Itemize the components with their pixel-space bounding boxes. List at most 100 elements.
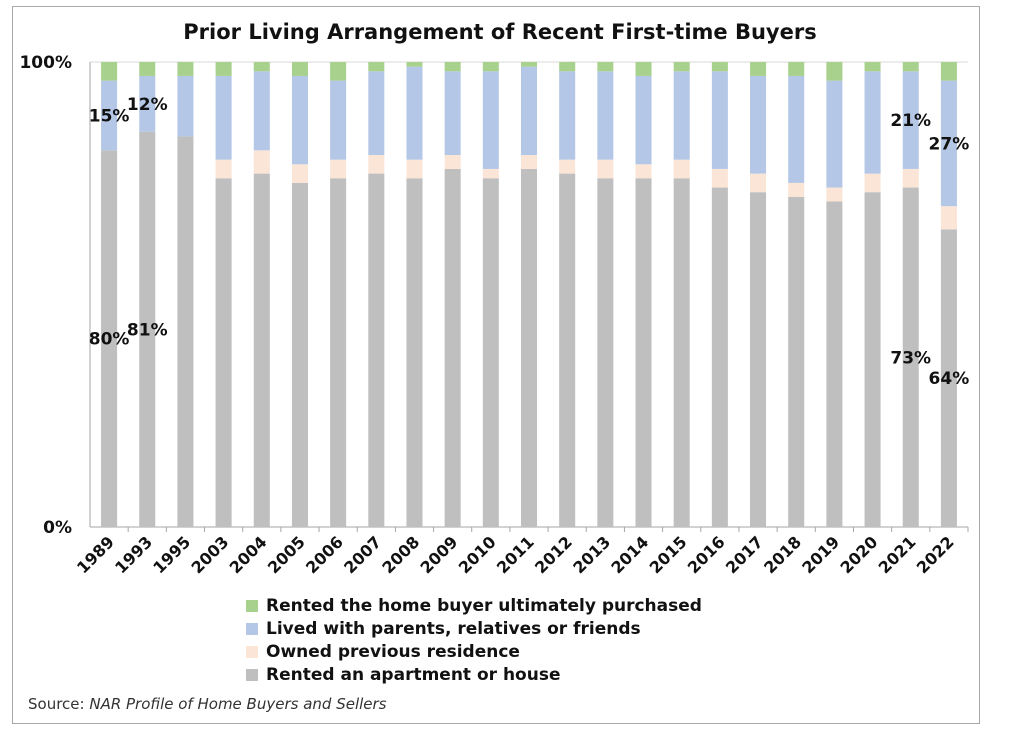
bar-segment [826,62,843,81]
bar-segment [330,159,347,179]
bar-segment [635,164,652,179]
bar-segment [940,206,957,230]
bar-segment [826,201,843,527]
bar-segment [253,62,270,72]
bar-segment [101,62,118,81]
bar-segment [368,173,385,527]
bar-segment [673,178,690,527]
chart-title: Prior Living Arrangement of Recent First… [183,20,817,44]
x-tick-label: 2005 [264,532,309,577]
bar-segment [559,62,576,72]
data-label: 73% [890,348,931,368]
data-label: 27% [929,134,970,154]
bar-segment [788,75,805,183]
x-tick-label: 2019 [798,532,843,577]
source-prefix: Source: [28,695,90,713]
x-tick-label: 2009 [417,532,462,577]
bar-segment [368,71,385,155]
data-label: 15% [89,106,130,126]
bar-segment [520,155,538,169]
bar-segment [215,178,232,527]
bar-segment [635,178,652,527]
x-tick-label: 2003 [188,532,233,577]
x-tick-label: 2006 [302,532,347,577]
x-tick-label: 2021 [875,532,920,577]
bar-segment [673,71,690,160]
legend-item-lived-with-parents: Lived with parents, relatives or friends [246,617,702,640]
bar-segment [253,150,270,174]
bar-segment [711,187,728,528]
bar-segment [750,75,767,174]
bar-segment [864,62,881,72]
bar-segment [139,75,156,132]
bar-segment [940,229,957,527]
bar-segment [482,178,499,527]
bar-segment [864,71,881,174]
bar-segment [444,155,461,169]
bar-segment [406,62,423,67]
x-tick-label: 1995 [149,532,194,577]
bar-segment [101,80,118,151]
bar-segment [711,62,728,72]
x-tick-label: 2010 [455,532,500,577]
legend-item-rented-apartment: Rented an apartment or house [246,663,702,686]
bar-segment [673,62,690,72]
x-tick-label: 2012 [531,532,576,577]
bar-segment [253,173,270,527]
bar-segment [330,62,347,81]
bar-segment [826,80,843,188]
bar-segment [406,66,423,160]
bar-segment [406,159,423,179]
bar-segment [482,168,499,179]
y-tick-label: 0% [43,518,72,538]
bar-segment [673,159,690,179]
bar-segment [711,168,728,188]
bar-segment [330,178,347,527]
bar-segment [482,62,499,72]
bar-segment [864,192,881,527]
bar-segment [139,62,156,76]
bar-segment [520,66,538,155]
bar-segment [330,80,347,160]
x-tick-label: 2004 [226,532,271,577]
bar-segment [902,168,919,188]
legend-item-owned-previous: Owned previous residence [246,640,702,663]
legend-label: Rented the home buyer ultimately purchas… [266,595,702,616]
bar-segment [291,75,308,165]
bar-segment [902,187,919,528]
legend-swatch [246,668,258,681]
bar-segment [635,62,652,76]
bar-segment [597,71,614,160]
bar-segment [940,62,957,81]
bar-segment [406,178,423,527]
bar-segment [597,159,614,179]
bar-segment [520,62,538,67]
bar-segment [597,178,614,527]
x-tick-label: 2016 [684,532,729,577]
bar-segment [444,168,461,527]
x-tick-label: 2018 [760,532,805,577]
legend-item-rented-purchased: Rented the home buyer ultimately purchas… [246,594,702,617]
bar-segment [291,62,308,76]
data-label: 81% [127,320,168,340]
bar-segment [291,164,308,183]
x-tick-label: 2013 [569,532,614,577]
x-tick-label: 2008 [378,532,423,577]
bar-segment [559,71,576,160]
bar-segment [864,173,881,193]
bar-segment [750,192,767,527]
chart-plot: 0%100%1989199319952003200420052006200720… [19,53,970,577]
bar-segment [215,159,232,179]
bar-segment [520,168,538,527]
bar-segment [750,173,767,193]
bar-segment [253,71,270,151]
x-tick-label: 2014 [607,532,652,577]
legend-label: Rented an apartment or house [266,664,561,685]
bar-segment [139,131,156,527]
bar-segment [711,71,728,169]
bar-segment [750,62,767,76]
x-tick-label: 2020 [836,532,881,577]
x-tick-label: 2007 [340,532,385,577]
x-tick-label: 2015 [646,532,691,577]
bar-segment [101,150,118,527]
